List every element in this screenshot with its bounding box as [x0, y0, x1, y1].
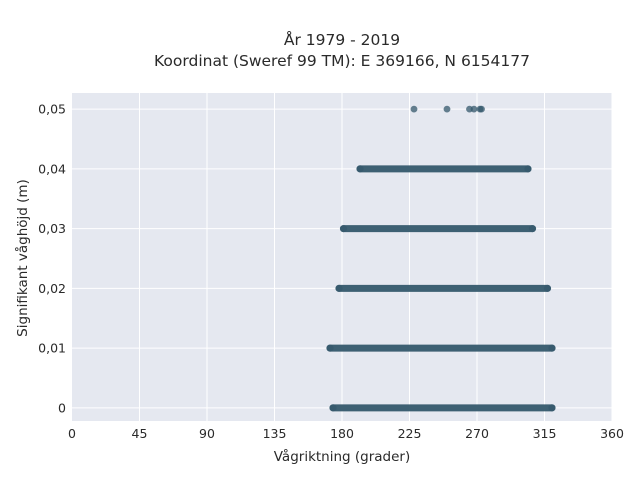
chart-title: År 1979 - 2019 Koordinat (Sweref 99 TM):… [154, 30, 530, 70]
data-point [543, 284, 552, 292]
y-axis-label: Signifikant våghöjd (m) [14, 179, 31, 337]
x-tick-label: 135 [263, 426, 287, 441]
data-point [548, 344, 556, 352]
y-tick-label: 0 [58, 400, 66, 415]
data-point [339, 225, 348, 233]
data-point [524, 165, 532, 173]
data-point [470, 105, 478, 113]
y-tick-label: 0,03 [38, 221, 66, 236]
data-point [548, 404, 556, 412]
x-tick-label: 0 [68, 426, 76, 441]
data-markers [326, 105, 556, 412]
data-point [528, 225, 537, 233]
data-point [329, 404, 337, 412]
y-tick-label: 0,05 [38, 102, 66, 117]
x-tick-label: 180 [330, 426, 354, 441]
x-axis-ticks: 0 45 90 135 180 225 270 315 360 [68, 426, 624, 441]
x-axis-label: Vågriktning (grader) [274, 448, 411, 465]
data-point [410, 105, 418, 113]
y-tick-label: 0,02 [38, 281, 66, 296]
data-point [478, 105, 485, 113]
x-tick-label: 360 [600, 426, 624, 441]
data-point [326, 344, 334, 352]
data-point [356, 165, 364, 173]
y-axis-ticks: 0 0,01 0,02 0,03 0,04 0,05 [38, 102, 66, 416]
chart-title-line1: År 1979 - 2019 [284, 30, 400, 49]
x-tick-label: 315 [533, 426, 557, 441]
x-tick-label: 270 [465, 426, 489, 441]
data-point [443, 105, 451, 113]
x-tick-label: 45 [132, 426, 148, 441]
x-tick-label: 225 [398, 426, 422, 441]
y-tick-label: 0,04 [38, 161, 66, 176]
x-tick-label: 90 [199, 426, 215, 441]
y-tick-label: 0,01 [38, 341, 66, 356]
chart-title-line2: Koordinat (Sweref 99 TM): E 369166, N 61… [154, 52, 530, 70]
data-point [335, 284, 343, 292]
